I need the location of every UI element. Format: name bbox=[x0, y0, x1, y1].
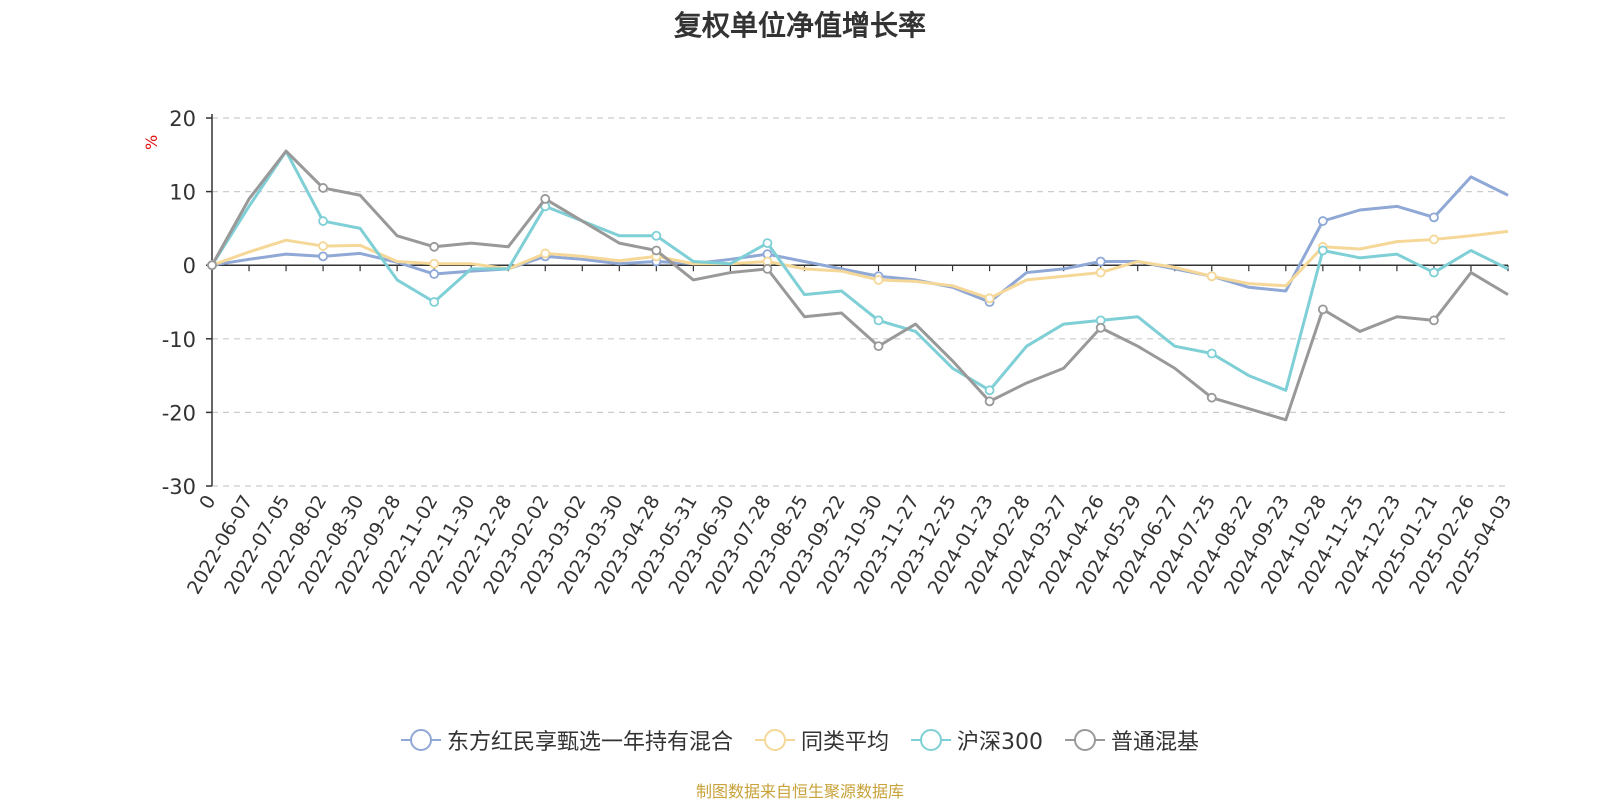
data-point bbox=[1095, 256, 1106, 267]
y-tick-label: 10 bbox=[169, 181, 196, 205]
x-tick-label: 0 bbox=[195, 492, 220, 513]
legend: 东方红民享甄选一年持有混合 同类平均 沪深300 普通混基 bbox=[0, 724, 1600, 756]
data-point bbox=[540, 194, 551, 204]
x-tick-labels: 02022-06-072022-07-052022-08-022022-08-3… bbox=[183, 491, 1516, 598]
y-tick-label: -10 bbox=[162, 328, 196, 352]
legend-item[interactable]: 东方红民享甄选一年持有混合 bbox=[400, 724, 733, 756]
legend-swatch-icon bbox=[1065, 729, 1105, 751]
data-point bbox=[429, 258, 440, 269]
legend-label: 东方红民享甄选一年持有混合 bbox=[446, 730, 733, 755]
axes bbox=[206, 114, 1509, 487]
data-point bbox=[651, 245, 662, 256]
legend-item[interactable]: 普通混基 bbox=[1065, 724, 1199, 756]
y-tick-label: -30 bbox=[162, 475, 196, 499]
data-point bbox=[762, 238, 773, 249]
data-point bbox=[1095, 322, 1106, 333]
data-point bbox=[873, 341, 884, 352]
data-point bbox=[1429, 267, 1439, 278]
legend-label: 同类平均 bbox=[800, 730, 889, 755]
data-point bbox=[1095, 267, 1106, 278]
y-tick-label: 0 bbox=[183, 254, 196, 278]
series-line bbox=[210, 149, 1509, 422]
chart-title: 复权单位净值增长率 bbox=[673, 9, 926, 42]
legend-label: 普通混基 bbox=[1111, 730, 1200, 755]
data-point bbox=[318, 251, 328, 262]
series-line bbox=[210, 149, 1509, 392]
legend-swatch-icon bbox=[400, 729, 441, 751]
data-point bbox=[318, 241, 328, 251]
data-point bbox=[651, 230, 662, 241]
data-point bbox=[984, 385, 995, 396]
data-point bbox=[429, 297, 440, 307]
data-point bbox=[762, 263, 773, 274]
series-lines bbox=[207, 149, 1509, 422]
data-point bbox=[429, 269, 440, 279]
data-point bbox=[1206, 271, 1217, 282]
data-point bbox=[1429, 212, 1439, 223]
y-tick-labels: 20 10 0 -10 -20 -30 bbox=[162, 107, 196, 499]
data-point bbox=[1429, 315, 1439, 326]
data-point bbox=[318, 183, 328, 193]
line-chart: 20 10 0 -10 -20 -30 02022-06-072022-07-052022… bbox=[162, 107, 1517, 598]
legend-label: 沪深300 bbox=[957, 730, 1043, 755]
legend-item[interactable]: 同类平均 bbox=[754, 724, 889, 756]
data-point bbox=[984, 293, 995, 304]
legend-item[interactable]: 沪深300 bbox=[911, 724, 1043, 756]
data-point bbox=[1317, 245, 1328, 256]
data-point bbox=[984, 396, 995, 407]
data-point bbox=[1317, 304, 1328, 315]
data-point bbox=[540, 248, 551, 259]
legend-swatch-icon bbox=[911, 729, 951, 751]
data-point bbox=[429, 241, 440, 252]
data-point bbox=[1317, 216, 1328, 226]
data-point bbox=[873, 315, 884, 326]
data-source-note: 制图数据来自恒生聚源数据库 bbox=[695, 782, 904, 801]
data-point bbox=[207, 260, 217, 271]
y-tick-label: 20 bbox=[169, 107, 196, 131]
data-point bbox=[1206, 392, 1217, 403]
legend-swatch-icon bbox=[754, 729, 795, 751]
grid-lines bbox=[212, 117, 1508, 487]
data-point bbox=[1429, 234, 1439, 245]
data-point bbox=[318, 216, 328, 226]
y-tick-label: -20 bbox=[162, 401, 196, 425]
data-point bbox=[873, 275, 884, 285]
series-line bbox=[211, 229, 1509, 300]
data-point bbox=[1206, 348, 1217, 359]
